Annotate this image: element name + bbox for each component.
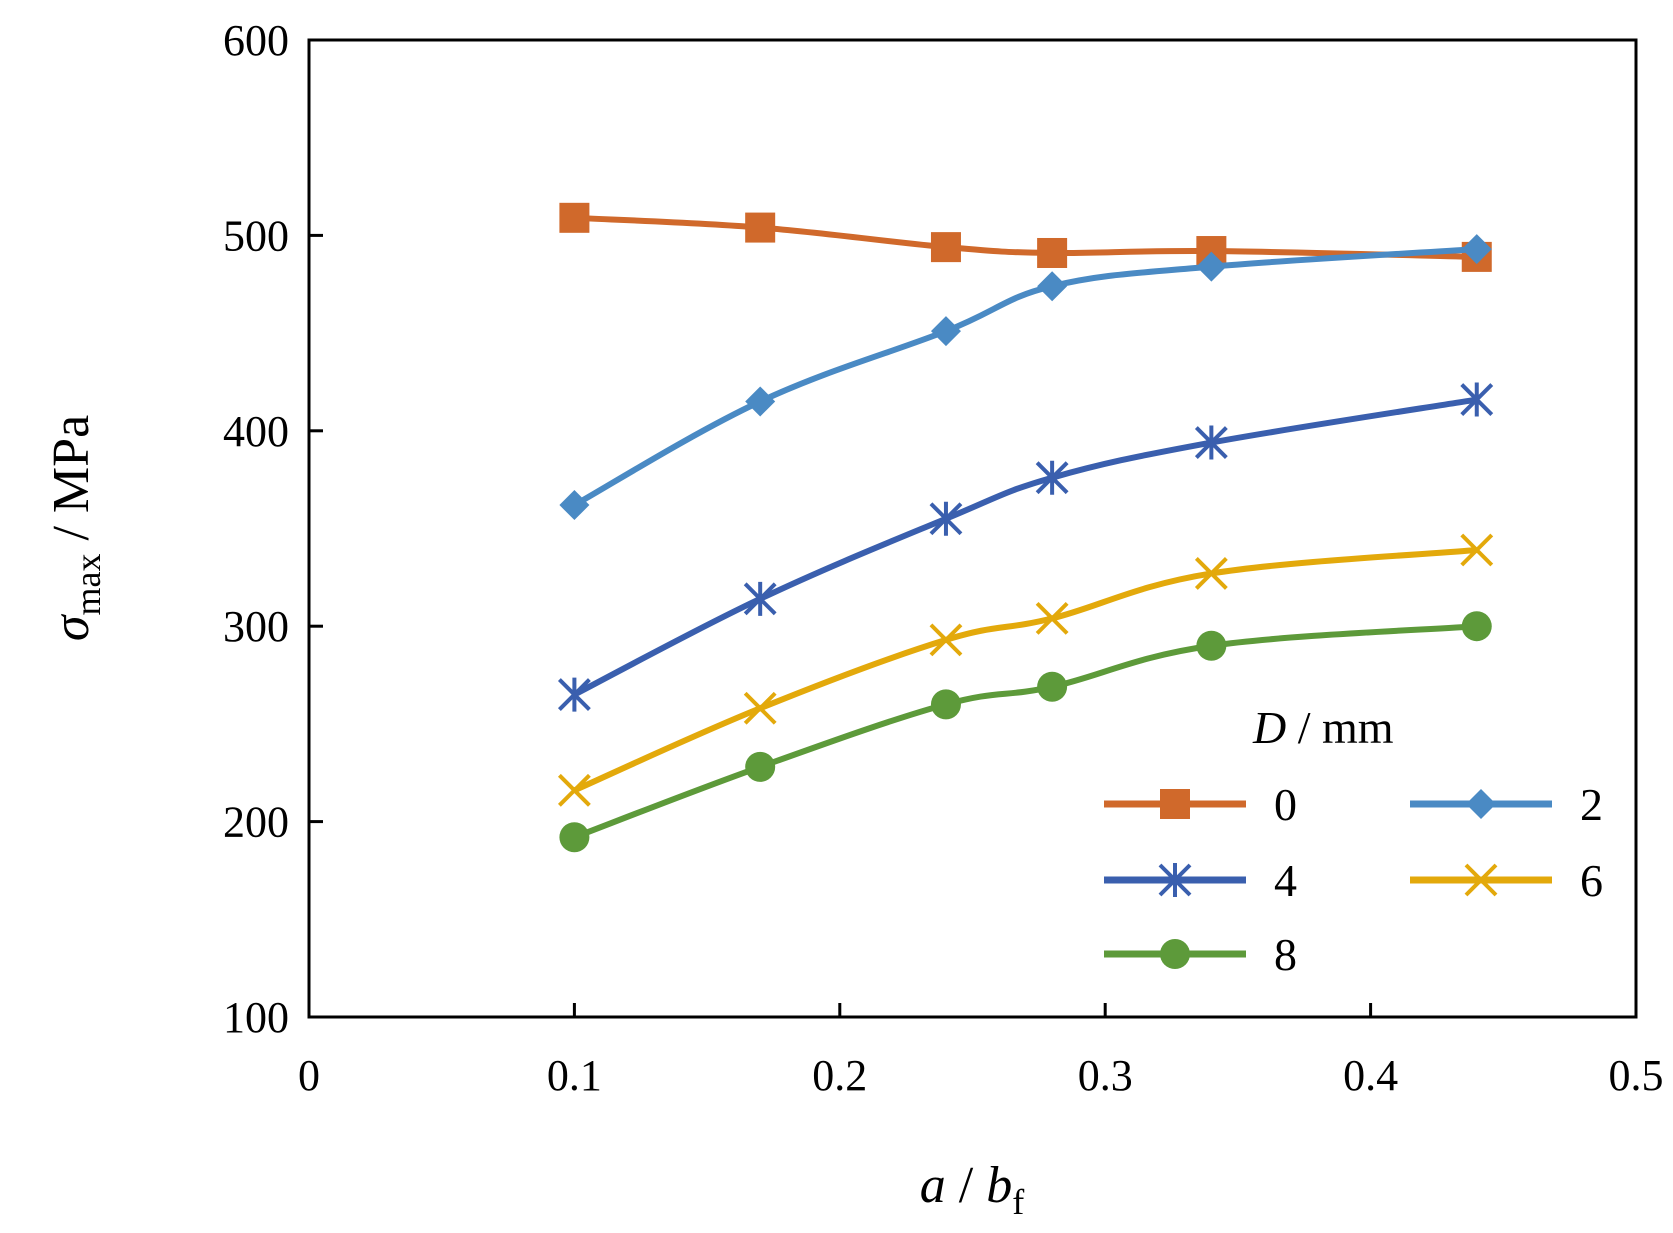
data-point-4 xyxy=(1035,460,1069,495)
series-line-2 xyxy=(572,246,1477,508)
x-tick-label: 0.2 xyxy=(812,1051,867,1100)
data-point-4 xyxy=(1194,425,1228,460)
data-point-6 xyxy=(1460,533,1494,567)
data-point-8 xyxy=(1037,671,1068,702)
data-point-4 xyxy=(929,501,963,536)
x-tick-label: 0.3 xyxy=(1078,1051,1133,1100)
legend-marker xyxy=(1160,939,1190,969)
legend-label: 6 xyxy=(1580,855,1603,906)
legend-entry-8: 8 xyxy=(1104,929,1297,980)
data-point-6 xyxy=(1194,557,1228,590)
data-point-0 xyxy=(745,212,776,243)
data-point-2 xyxy=(930,316,961,347)
legend-entry-2: 2 xyxy=(1410,779,1603,830)
legend-marker xyxy=(1464,863,1498,897)
legend-entry-4: 4 xyxy=(1104,855,1297,906)
y-tick-label: 200 xyxy=(223,798,289,847)
legend-label: 4 xyxy=(1274,855,1297,906)
x-tick-label: 0 xyxy=(298,1051,320,1100)
series-6 xyxy=(557,533,1494,807)
svg-text:σmax / MPa: σmax / MPa xyxy=(43,415,108,641)
series-0 xyxy=(559,202,1492,272)
data-point-8 xyxy=(745,751,776,782)
legend-label: 8 xyxy=(1274,929,1297,980)
plot-frame xyxy=(307,38,1638,1019)
y-ticks: 100 200 300 400 500 600 xyxy=(223,16,323,1042)
y-tick-label: 400 xyxy=(223,407,289,456)
data-point-2 xyxy=(1037,271,1068,302)
x-ticks: 0 0.1 0.2 0.3 0.4 0.5 xyxy=(298,1003,1664,1100)
data-point-8 xyxy=(559,822,590,853)
legend: D / mm 0 2 4 6 8 xyxy=(1104,702,1603,980)
legend-entry-6: 6 xyxy=(1410,855,1603,906)
data-point-8 xyxy=(930,689,961,720)
y-tick-label: 100 xyxy=(223,993,289,1042)
legend-marker xyxy=(1466,789,1496,819)
data-point-2 xyxy=(745,386,776,417)
data-point-2 xyxy=(1461,234,1492,265)
x-tick-label: 0.1 xyxy=(547,1051,602,1100)
data-point-4 xyxy=(557,677,591,712)
y-axis-title: σmax / MPa xyxy=(43,415,108,641)
legend-label: 2 xyxy=(1580,779,1603,830)
y-tick-label: 500 xyxy=(223,211,289,260)
series-layer xyxy=(557,202,1494,853)
data-point-0 xyxy=(930,232,961,263)
series-2 xyxy=(559,234,1492,521)
x-axis-title: a / bf xyxy=(920,1157,1024,1222)
y-tick-label: 300 xyxy=(223,602,289,651)
y-tick-label: 600 xyxy=(223,16,289,65)
data-point-8 xyxy=(1196,630,1227,661)
legend-entry-0: 0 xyxy=(1104,779,1297,830)
data-point-6 xyxy=(929,623,963,657)
series-line-4 xyxy=(573,396,1478,698)
legend-label: 0 xyxy=(1274,779,1297,830)
data-point-4 xyxy=(743,581,777,616)
data-point-2 xyxy=(559,490,590,521)
series-4 xyxy=(557,382,1494,712)
legend-title: D / mm xyxy=(1252,702,1394,753)
data-point-2 xyxy=(1196,251,1227,282)
data-point-8 xyxy=(1461,611,1492,642)
data-point-6 xyxy=(1035,601,1069,635)
data-point-0 xyxy=(559,202,590,233)
data-point-0 xyxy=(1037,237,1068,268)
data-point-6 xyxy=(557,773,591,807)
data-point-6 xyxy=(743,691,777,725)
data-point-4 xyxy=(1460,382,1494,417)
x-tick-label: 0.5 xyxy=(1609,1051,1664,1100)
series-line-0 xyxy=(574,214,1477,260)
x-tick-label: 0.4 xyxy=(1343,1051,1398,1100)
legend-marker xyxy=(1158,863,1192,897)
series-8 xyxy=(559,611,1492,853)
legend-marker xyxy=(1160,789,1190,819)
series-line-8 xyxy=(573,623,1477,841)
series-line-6 xyxy=(573,547,1478,794)
